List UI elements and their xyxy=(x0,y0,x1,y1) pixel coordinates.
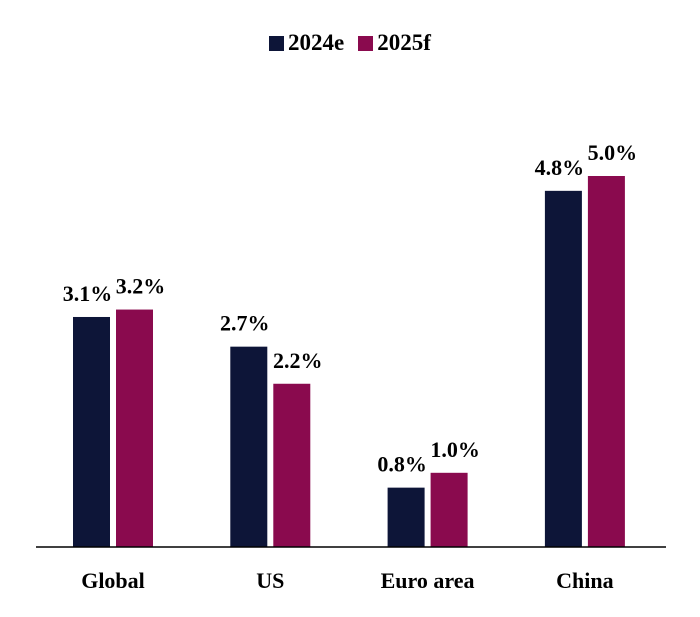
value-label-global-2024e: 3.1% xyxy=(63,281,113,306)
category-label-us: US xyxy=(256,568,284,593)
value-label-china-2025f: 5.0% xyxy=(588,140,638,165)
legend-item-2025f: 2025f xyxy=(358,30,431,56)
bar-china-2025f xyxy=(587,176,625,547)
category-labels-layer: Global US Euro area China xyxy=(81,568,613,593)
category-label-euro-area: Euro area xyxy=(381,568,475,593)
value-labels-layer: 3.1% 3.2% 2.7%2.2% 0.8%1.0% 4.8%5.0% xyxy=(63,140,637,477)
legend-swatch-2024e xyxy=(269,35,285,51)
legend-swatch-2025f xyxy=(358,35,374,51)
bar-global-2024e xyxy=(73,316,110,547)
bar-euro-area-2025f xyxy=(430,472,468,547)
bars-layer xyxy=(73,176,625,547)
value-label-china-2024e: 4.8% xyxy=(535,155,585,180)
category-label-global: Global xyxy=(81,568,145,593)
legend-label-2024e: 2024e xyxy=(288,30,345,55)
bar-us-2025f xyxy=(273,383,311,547)
bar-euro-area-2024e xyxy=(387,487,425,547)
legend-label-2025f: 2025f xyxy=(377,30,431,55)
value-label-us-2025f: 2.2% xyxy=(273,348,323,373)
category-label-china: China xyxy=(556,568,613,593)
value-label-global-2025f: 3.2% xyxy=(116,274,166,299)
value-label-euro-area-2024e: 0.8% xyxy=(377,452,427,477)
value-label-us-2024e: 2.7% xyxy=(220,311,270,336)
bar-china-2024e xyxy=(544,190,582,547)
value-label-euro-area-2025f: 1.0% xyxy=(430,437,480,462)
legend-item-2024e: 2024e xyxy=(269,30,344,56)
legend: 2024e 2025f xyxy=(0,30,700,56)
bar-us-2024e xyxy=(230,346,268,547)
bar-global-2025f xyxy=(116,309,153,547)
